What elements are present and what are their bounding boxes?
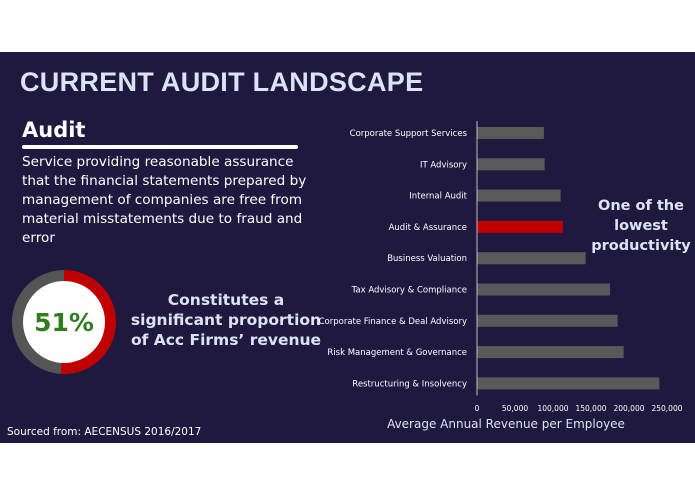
x-tick-label: 100,000 [537, 404, 568, 413]
bar-business-valuation [477, 252, 586, 265]
bar-corporate-support-services [477, 127, 544, 139]
category-label: Corporate Support Services [350, 129, 468, 139]
source-note: Sourced from: AECENSUS 2016/2017 [7, 426, 202, 438]
category-label: Internal Audit [409, 192, 467, 202]
category-label: Restructuring & Insolvency [352, 379, 467, 389]
x-tick-label: 0 [475, 404, 480, 413]
category-label: Audit & Assurance [389, 223, 467, 233]
slide: CURRENT AUDIT LANDSCAPE Audit Service pr… [0, 52, 695, 443]
donut-value-label: 51% [34, 307, 94, 337]
x-tick-label: 200,000 [613, 404, 644, 413]
x-tick-label: 50,000 [502, 404, 528, 413]
category-label: Tax Advisory & Compliance [351, 286, 467, 296]
productivity-callout: One of the lowest productivity [591, 198, 691, 254]
revenue-bar-chart: Corporate Support Services IT Advisory Int… [319, 121, 683, 431]
bar-it-advisory [477, 158, 545, 171]
category-label: IT Advisory [420, 160, 467, 170]
heading-underline [22, 145, 298, 149]
x-tick-label: 150,000 [575, 404, 606, 413]
bar-corporate-finance-deal-advisory [477, 314, 618, 327]
x-tick-label: 250,000 [651, 404, 682, 413]
bar-risk-management-governance [477, 346, 624, 359]
slide-title: CURRENT AUDIT LANDSCAPE [20, 67, 424, 97]
revenue-share-donut: 51% [12, 270, 116, 374]
bar-internal-audit [477, 189, 561, 202]
bar-audit-assurance [477, 220, 563, 233]
audit-description: Service providing reasonable assurance t… [22, 154, 307, 246]
category-label: Risk Management & Governance [327, 348, 467, 358]
donut-center: 51% [23, 281, 105, 363]
chart-x-axis-label: Average Annual Revenue per Employee [387, 417, 625, 431]
bar-tax-advisory-compliance [477, 283, 610, 296]
revenue-callout: Constitutes a significant proportion of … [130, 291, 322, 349]
section-heading: Audit [22, 118, 86, 142]
bar-restructuring-insolvency [477, 377, 660, 390]
category-label: Corporate Finance & Deal Advisory [319, 317, 467, 327]
category-label: Business Valuation [387, 254, 467, 264]
